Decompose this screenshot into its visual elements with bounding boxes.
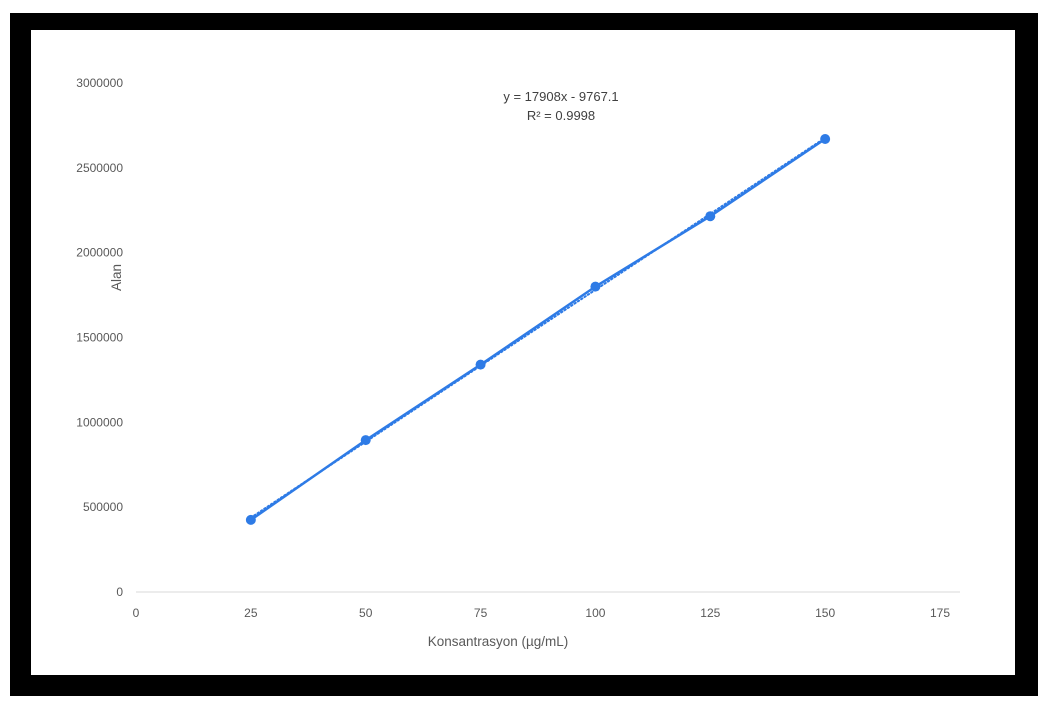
linear-trendline — [249, 136, 827, 519]
y-tick-labels: 0 500000 1000000 1500000 2000000 2500000 30000… — [76, 76, 123, 599]
trendline — [249, 136, 827, 519]
x-tick-label: 150 — [815, 606, 835, 620]
x-tick-label: 25 — [244, 606, 258, 620]
y-tick-label: 3000000 — [76, 76, 123, 90]
data-point — [590, 281, 601, 292]
y-tick-label: 2000000 — [76, 246, 123, 260]
data-points — [245, 133, 831, 525]
r-squared-label: R² = 0.9998 — [527, 108, 595, 123]
y-tick-label: 0 — [116, 585, 123, 599]
x-tick-label: 125 — [700, 606, 720, 620]
data-series — [250, 137, 826, 521]
y-tick-label: 1500000 — [76, 331, 123, 345]
data-point — [360, 435, 371, 446]
trendline-equation: y = 17908x - 9767.1 — [503, 89, 618, 104]
y-tick-label: 500000 — [83, 500, 123, 514]
x-tick-label: 175 — [930, 606, 950, 620]
x-tick-label: 100 — [585, 606, 605, 620]
series-line — [250, 137, 826, 521]
x-axis-title: Konsantrasyon (µg/mL) — [428, 634, 569, 649]
data-point — [475, 359, 486, 370]
chart-area — [31, 30, 1015, 675]
y-tick-label: 2500000 — [76, 161, 123, 175]
data-point — [705, 211, 716, 222]
data-point — [820, 133, 831, 144]
y-axis-title: Alan — [109, 264, 124, 291]
x-tick-label: 50 — [359, 606, 373, 620]
data-point — [245, 514, 256, 525]
y-tick-label: 1000000 — [76, 415, 123, 429]
x-tick-label: 0 — [133, 606, 140, 620]
x-tick-label: 75 — [474, 606, 488, 620]
x-tick-labels: 0 25 50 75 100 125 150 175 — [133, 606, 951, 620]
